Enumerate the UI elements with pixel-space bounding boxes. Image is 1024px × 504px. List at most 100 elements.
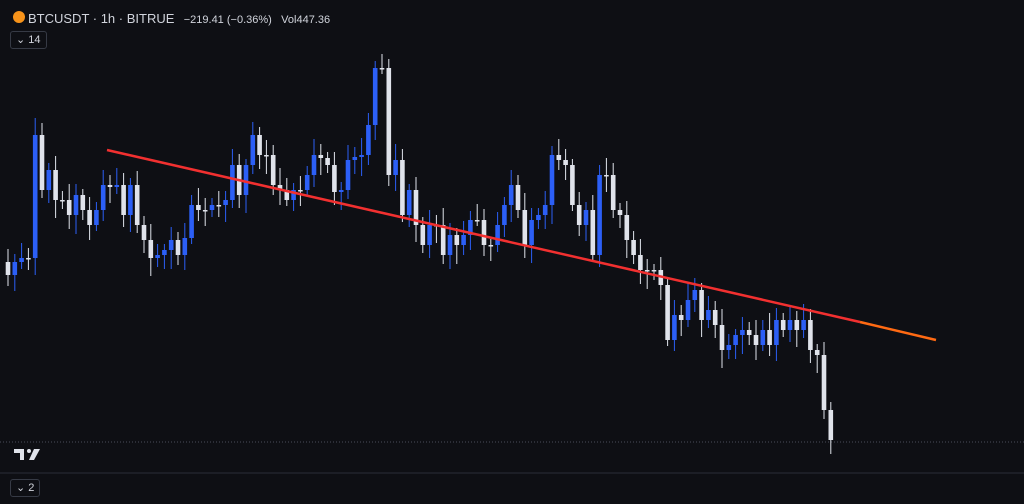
price-change: −219.41 (−0.36%) — [183, 14, 272, 26]
candle-body — [461, 235, 466, 245]
symbol-icon — [13, 11, 25, 23]
volume-label: Vol — [281, 14, 297, 26]
candle-body — [536, 215, 541, 220]
candle-body — [740, 330, 745, 335]
candle-body — [672, 315, 677, 340]
candle-body — [522, 210, 528, 245]
candle-body — [304, 175, 310, 190]
candle-body — [182, 238, 188, 255]
candle-body — [529, 220, 534, 245]
candle-body — [141, 225, 147, 240]
legend-header[interactable]: BTCUSDT · 1h · BITRUE −219.41 (−0.36%) V… — [28, 11, 336, 26]
candle-body — [590, 210, 596, 255]
candle-body — [66, 200, 72, 215]
candle-body — [474, 220, 480, 222]
candle-body — [345, 160, 351, 190]
candle-body — [257, 135, 262, 155]
lower-indicators-toggle[interactable]: ⌄ 2 — [10, 479, 41, 497]
trend-line-extension[interactable] — [859, 320, 937, 342]
candle-body — [726, 345, 732, 350]
candle-body — [678, 315, 684, 320]
candle-body — [733, 335, 738, 345]
candle-body — [250, 135, 256, 165]
candle-body — [107, 185, 113, 187]
candle-body — [372, 68, 378, 125]
candle-body — [332, 165, 337, 192]
candle-body — [420, 225, 426, 245]
candle-body — [610, 175, 616, 210]
candle-body — [583, 210, 589, 225]
candle-body — [808, 320, 813, 350]
indicator-count: 14 — [28, 34, 41, 46]
candle-body — [692, 290, 698, 300]
candle-body — [46, 170, 52, 190]
candle-body — [366, 125, 371, 155]
candle-body — [624, 215, 630, 240]
candle-body — [148, 240, 154, 258]
candle-body — [298, 190, 303, 192]
candle-body — [243, 165, 249, 195]
candle-body — [379, 68, 385, 70]
candle-body — [644, 270, 650, 272]
candle-body — [447, 235, 453, 255]
candle-body — [311, 155, 317, 175]
candle-body — [175, 240, 181, 255]
candle-body — [134, 185, 140, 225]
candle-body — [39, 135, 45, 190]
candle-body — [780, 320, 786, 330]
candle-body — [570, 165, 575, 205]
candle-body — [12, 262, 18, 275]
candle-body — [53, 170, 58, 200]
candle-body — [19, 258, 24, 262]
candle-body — [576, 205, 582, 225]
main-indicators-toggle[interactable]: ⌄ 14 — [10, 31, 47, 49]
candle-body — [202, 210, 208, 212]
candle-body — [774, 320, 779, 345]
candle-body — [264, 155, 269, 157]
candle-body — [73, 195, 79, 215]
candle-body — [699, 290, 704, 320]
candle-body — [631, 240, 636, 255]
candle-body — [515, 185, 521, 210]
candle-body — [155, 255, 160, 258]
candle-body — [277, 185, 283, 190]
candle-body — [794, 320, 800, 330]
candle-body — [60, 200, 65, 202]
candle-body — [168, 240, 174, 250]
candle-body — [549, 155, 555, 205]
candle-body — [481, 220, 487, 245]
candle-body — [318, 155, 324, 158]
candle-body — [386, 68, 392, 175]
candle-body — [196, 205, 201, 210]
candle-body — [162, 250, 167, 255]
candle-body — [352, 157, 358, 160]
candle-body — [542, 205, 548, 215]
candle-body — [413, 190, 419, 225]
candle-body — [114, 185, 120, 187]
candle-body — [665, 285, 670, 340]
candle-body — [427, 225, 432, 245]
candle-body — [712, 310, 718, 325]
candle-body — [393, 160, 398, 175]
candle-body — [5, 262, 11, 275]
candle-body — [270, 155, 276, 185]
candle-body — [94, 210, 99, 225]
candle-body — [80, 195, 86, 210]
candle-body — [597, 175, 602, 255]
tradingview-logo[interactable] — [14, 449, 40, 460]
symbol[interactable]: BTCUSDT · 1h · BITRUE — [28, 11, 175, 26]
candle-body — [128, 185, 133, 215]
candle-body — [338, 190, 344, 192]
trend-line[interactable] — [106, 148, 861, 324]
candle-body — [400, 160, 405, 215]
volume-value: 447.36 — [296, 14, 331, 26]
candle-body — [746, 330, 752, 335]
candle-body — [284, 190, 290, 200]
candle-body — [801, 320, 806, 330]
candle-body — [651, 270, 657, 272]
candle-body — [291, 190, 296, 200]
candle-body — [325, 158, 330, 165]
candle-body — [508, 185, 514, 205]
candle-body — [719, 325, 725, 350]
